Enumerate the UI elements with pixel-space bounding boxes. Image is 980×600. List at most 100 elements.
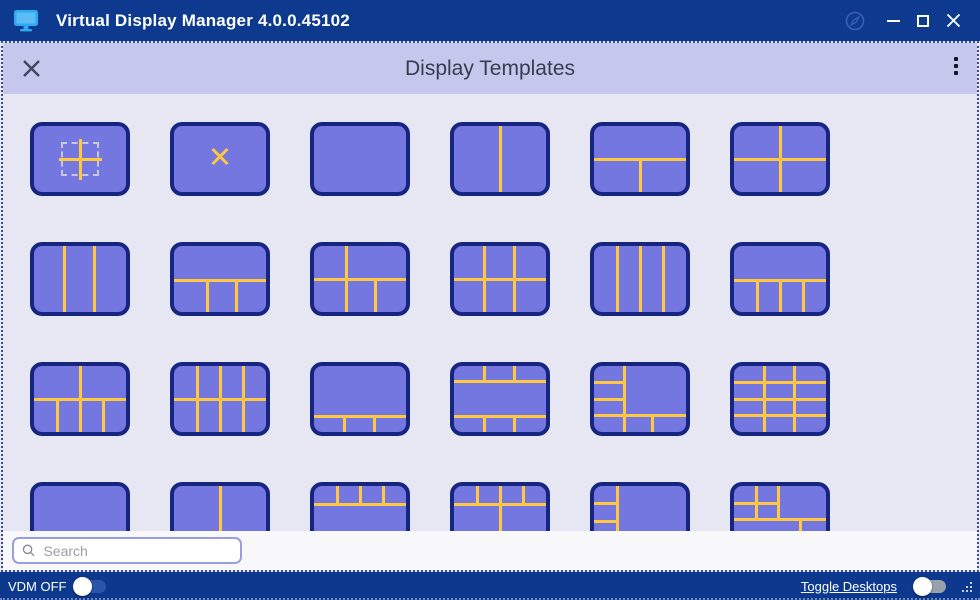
split-line: [235, 280, 239, 312]
split-line: [55, 399, 59, 432]
split-line: [756, 280, 760, 312]
split-line: [482, 416, 486, 432]
maximize-button[interactable]: [908, 6, 938, 36]
template-tile-one-large-three-bottom[interactable]: [310, 362, 410, 436]
split-line: [594, 381, 625, 384]
split-line: [661, 246, 665, 312]
split-line: [498, 486, 502, 531]
split-line: [482, 246, 486, 312]
split-line: [78, 366, 82, 432]
template-tile-single[interactable]: [310, 122, 410, 196]
template-tile-four-top-one-large[interactable]: [310, 482, 410, 531]
split-line: [513, 246, 517, 312]
minimize-button[interactable]: [878, 6, 908, 36]
template-tile-four-top-two-bottom[interactable]: [450, 482, 550, 531]
split-line: [594, 502, 617, 506]
display-templates-panel: Display Templates: [1, 41, 979, 572]
panel-close-button[interactable]: [18, 56, 44, 82]
resize-grip-icon[interactable]: [960, 580, 974, 594]
split-line: [342, 416, 346, 432]
template-tile-close-x[interactable]: [170, 122, 270, 196]
split-line: [482, 366, 486, 382]
split-line: [734, 381, 826, 384]
vdm-status-label: VDM OFF: [8, 578, 67, 594]
template-tile-two-columns[interactable]: [450, 122, 550, 196]
split-line: [594, 397, 625, 401]
x-mark-icon: [210, 146, 231, 172]
templates-scroll-area: [3, 94, 977, 531]
split-line: [513, 366, 517, 382]
template-tile-quad[interactable]: [730, 122, 830, 196]
split-line: [651, 415, 655, 432]
split-line: [218, 366, 222, 432]
window-title: Virtual Display Manager 4.0.0.45102: [56, 10, 350, 30]
template-tile-one-top-three-bottom[interactable]: [170, 242, 270, 316]
template-tile-complex-mixed[interactable]: [730, 482, 830, 531]
split-line: [778, 126, 782, 192]
split-line: [241, 366, 245, 432]
maximize-icon: [917, 14, 929, 27]
template-tile-one-top-two-bottom[interactable]: [590, 122, 690, 196]
split-line: [594, 520, 617, 524]
split-line: [734, 414, 826, 417]
panel-title: Display Templates: [404, 56, 576, 80]
template-grid: [30, 122, 977, 531]
template-tile-two-columns-b[interactable]: [170, 482, 270, 531]
split-line: [594, 414, 686, 417]
panel-header: Display Templates: [3, 43, 977, 94]
split-line: [195, 366, 199, 432]
status-bar: VDM OFF Toggle Desktops: [0, 572, 980, 600]
split-line: [62, 246, 66, 312]
split-line: [454, 380, 546, 384]
split-line: [498, 126, 502, 192]
x-close-icon: [22, 60, 40, 77]
split-line: [776, 486, 780, 520]
split-line: [174, 278, 266, 282]
template-tile-four-columns[interactable]: [590, 242, 690, 316]
split-line: [521, 486, 525, 505]
close-window-button[interactable]: [938, 6, 968, 36]
split-line: [218, 486, 222, 531]
kebab-menu-icon[interactable]: [948, 57, 964, 81]
split-line: [513, 416, 517, 432]
split-line: [93, 246, 97, 312]
template-tile-left-three-right-large[interactable]: [590, 482, 690, 531]
template-tile-two-top-three-bottom[interactable]: [310, 242, 410, 316]
search-strip: [3, 531, 977, 570]
split-line: [344, 246, 348, 312]
compass-icon[interactable]: [840, 6, 870, 36]
split-line: [779, 280, 783, 312]
search-input[interactable]: [43, 542, 232, 559]
split-line: [615, 486, 619, 531]
search-box[interactable]: [12, 537, 242, 564]
split-line: [734, 518, 826, 522]
split-line: [638, 159, 642, 192]
template-tile-two-top-four-bottom[interactable]: [30, 362, 130, 436]
template-tile-new-custom[interactable]: [30, 122, 130, 196]
template-tile-one-top-four-bottom[interactable]: [730, 242, 830, 316]
split-line: [101, 399, 105, 432]
template-tile-grid-3x2[interactable]: [450, 242, 550, 316]
split-line: [638, 246, 642, 312]
split-line: [358, 486, 362, 505]
split-line: [314, 277, 406, 281]
template-tile-three-top-middle-three-bottom[interactable]: [450, 362, 550, 436]
split-line: [622, 366, 626, 432]
split-line: [335, 486, 339, 505]
template-tile-grid-4x2[interactable]: [170, 362, 270, 436]
template-tile-left-three-right-large-bottom-strip[interactable]: [590, 362, 690, 436]
template-tile-grid-3x4[interactable]: [730, 362, 830, 436]
split-line: [798, 519, 802, 531]
title-bar: Virtual Display Manager 4.0.0.45102: [0, 0, 980, 41]
split-line: [615, 246, 619, 312]
toggle-desktops-link[interactable]: Toggle Desktops: [800, 578, 897, 594]
vdm-toggle[interactable]: [72, 576, 106, 596]
magnifier-icon: [22, 544, 35, 557]
template-tile-single-b[interactable]: [30, 482, 130, 531]
split-line: [373, 416, 377, 432]
split-line: [802, 280, 806, 312]
close-icon: [946, 13, 960, 28]
template-tile-three-columns[interactable]: [30, 242, 130, 316]
desktops-toggle[interactable]: [913, 576, 946, 596]
split-line: [314, 414, 406, 418]
